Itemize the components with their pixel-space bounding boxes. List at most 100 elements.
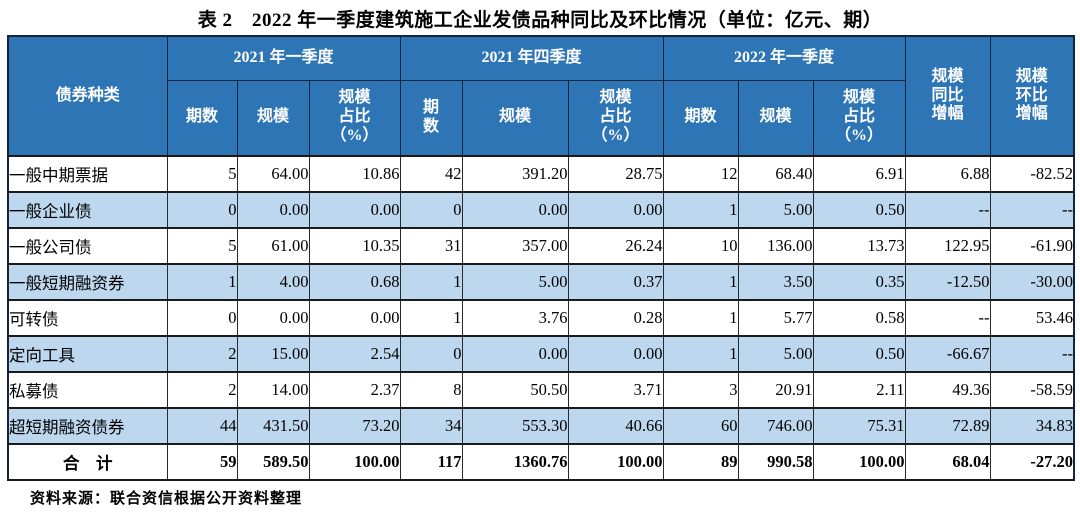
value-cell: 5 [166, 155, 238, 193]
value-cell: 75.31 [812, 407, 906, 445]
value-cell: 0.00 [308, 299, 401, 337]
value-cell: 60 [662, 407, 739, 445]
bond-type-label: 一般企业债 [7, 191, 168, 229]
subheader-2022q1-scale: 规模 [737, 79, 814, 157]
value-cell: 0.50 [812, 191, 906, 229]
value-cell: 0.00 [236, 299, 310, 337]
value-cell: 61.00 [236, 227, 310, 265]
value-cell: 0.68 [308, 263, 401, 301]
value-cell: 0.37 [567, 263, 664, 301]
value-cell: 50.50 [461, 371, 569, 409]
value-cell: 0.35 [812, 263, 906, 301]
value-cell: 0.00 [308, 191, 401, 229]
bond-type-label: 超短期融资债券 [7, 407, 168, 445]
value-cell: 64.00 [236, 155, 310, 193]
source-note: 资料来源：联合资信根据公开资料整理 [30, 491, 303, 507]
bond-type-label: 可转债 [7, 299, 168, 337]
bond-type-label: 定向工具 [7, 335, 168, 373]
value-cell: -12.50 [904, 263, 991, 301]
value-cell: -82.52 [989, 155, 1075, 193]
header-yoy-scale-change: 规模 同比 增幅 [904, 35, 991, 157]
value-cell: 1 [399, 263, 463, 301]
group-header-2021q1: 2021 年一季度 [166, 35, 401, 81]
value-cell: 14.00 [236, 371, 310, 409]
value-cell: -- [904, 191, 991, 229]
value-cell: 117 [399, 443, 463, 481]
value-cell: 0.00 [461, 191, 569, 229]
value-cell: 0.58 [812, 299, 906, 337]
header-qoq-scale-change: 规模 环比 增幅 [989, 35, 1075, 157]
value-cell: 1360.76 [461, 443, 569, 481]
value-cell: 0.00 [567, 191, 664, 229]
table-body: 一般中期票据 5 64.00 10.86 42 391.20 28.75 12 68.40 6.9… [7, 155, 1075, 481]
value-cell: 13.73 [812, 227, 906, 265]
value-cell: 89 [662, 443, 739, 481]
value-cell: 1 [662, 263, 739, 301]
bond-type-label: 一般短期融资券 [7, 263, 168, 301]
value-cell: 990.58 [737, 443, 814, 481]
value-cell: 5.00 [737, 335, 814, 373]
value-cell: 0 [166, 299, 238, 337]
value-cell: 3 [662, 371, 739, 409]
value-cell: 1 [662, 335, 739, 373]
value-cell: 431.50 [236, 407, 310, 445]
value-cell: 68.04 [904, 443, 991, 481]
table-title: 表 2 2022 年一季度建筑施工企业发债品种同比及环比情况（单位：亿元、期） [197, 10, 883, 31]
value-cell: 2.11 [812, 371, 906, 409]
value-cell: 2.37 [308, 371, 401, 409]
subheader-2021q1-count: 期数 [166, 79, 238, 157]
value-cell: 28.75 [567, 155, 664, 193]
subheader-2021q1-scale: 规模 [236, 79, 310, 157]
value-cell: 5.77 [737, 299, 814, 337]
subheader-2021q4-share: 规模 占比 （%） [567, 79, 664, 157]
value-cell: 34.83 [989, 407, 1075, 445]
value-cell: 5.00 [737, 191, 814, 229]
table-row: 私募债 2 14.00 2.37 8 50.50 3.71 3 20.91 2.11 49.36 -5… [7, 371, 1075, 409]
value-cell: 553.30 [461, 407, 569, 445]
value-cell: 3.76 [461, 299, 569, 337]
subheader-2021q4-count: 期 数 [399, 79, 463, 157]
value-cell: 100.00 [812, 443, 906, 481]
value-cell: -27.20 [989, 443, 1075, 481]
table-row: 一般短期融资券 1 4.00 0.68 1 5.00 0.37 1 3.50 0.35 -12.50… [7, 263, 1075, 301]
table-row: 超短期融资债券 44 431.50 73.20 34 553.30 40.66 60 746.0… [7, 407, 1075, 445]
table-row: 可转债 0 0.00 0.00 1 3.76 0.28 1 5.77 0.58 -- 53.46 [7, 299, 1075, 337]
value-cell: 122.95 [904, 227, 991, 265]
value-cell: 0 [399, 335, 463, 373]
value-cell: -- [989, 191, 1075, 229]
value-cell: 136.00 [737, 227, 814, 265]
value-cell: 8 [399, 371, 463, 409]
value-cell: 20.91 [737, 371, 814, 409]
value-cell: 40.66 [567, 407, 664, 445]
value-cell: 44 [166, 407, 238, 445]
value-cell: 5 [166, 227, 238, 265]
bond-issuance-table: 债券种类 2021 年一季度 2021 年四季度 2022 年一季度 规模 同比… [7, 35, 1075, 481]
group-header-2022q1: 2022 年一季度 [662, 35, 906, 81]
value-cell: 12 [662, 155, 739, 193]
table-row: 定向工具 2 15.00 2.54 0 0.00 0.00 1 5.00 0.50 -66.67 -- [7, 335, 1075, 373]
value-cell: 31 [399, 227, 463, 265]
value-cell: 3.50 [737, 263, 814, 301]
value-cell: 2 [166, 371, 238, 409]
value-cell: 2.54 [308, 335, 401, 373]
value-cell: 6.88 [904, 155, 991, 193]
table-row: 一般公司债 5 61.00 10.35 31 357.00 26.24 10 136.00 13.… [7, 227, 1075, 265]
bond-type-label: 一般公司债 [7, 227, 168, 265]
value-cell: 2 [166, 335, 238, 373]
value-cell: 1 [166, 263, 238, 301]
total-row: 合 计 59 589.50 100.00 117 1360.76 100.00 89 990.5… [7, 443, 1075, 481]
value-cell: -61.90 [989, 227, 1075, 265]
value-cell: 0.00 [461, 335, 569, 373]
value-cell: -30.00 [989, 263, 1075, 301]
value-cell: 0.28 [567, 299, 664, 337]
subheader-2022q1-share: 规模 占比 （%） [812, 79, 906, 157]
bond-type-label: 合 计 [7, 443, 168, 481]
value-cell: 100.00 [567, 443, 664, 481]
value-cell: -66.67 [904, 335, 991, 373]
value-cell: 391.20 [461, 155, 569, 193]
value-cell: 49.36 [904, 371, 991, 409]
value-cell: 59 [166, 443, 238, 481]
table-header: 债券种类 2021 年一季度 2021 年四季度 2022 年一季度 规模 同比… [7, 35, 1075, 157]
corner-header-bond-type: 债券种类 [7, 35, 168, 157]
value-cell: 15.00 [236, 335, 310, 373]
